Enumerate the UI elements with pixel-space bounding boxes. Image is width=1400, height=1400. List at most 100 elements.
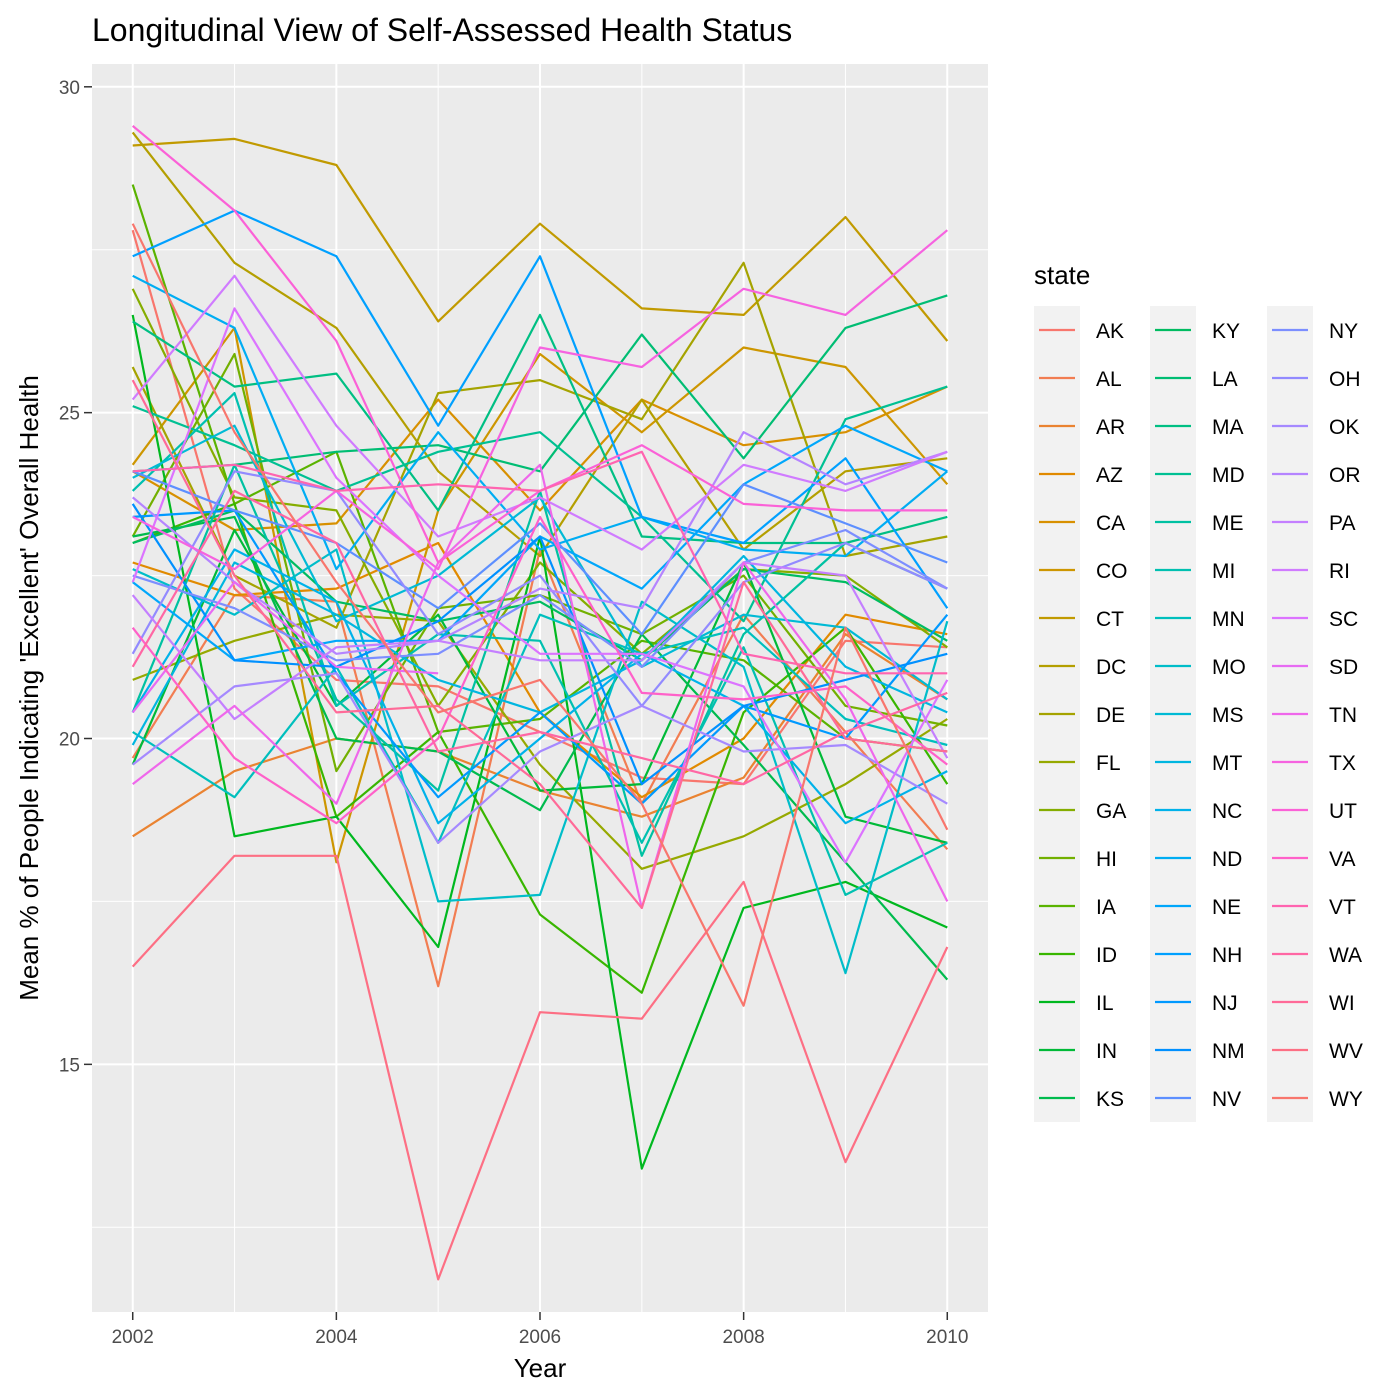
series-line-va [131, 515, 948, 825]
legend-label-tn: TN [1329, 704, 1357, 727]
legend-label-wa: WA [1329, 944, 1362, 967]
y-tick-label: 30 [59, 78, 80, 99]
series-line-mi [131, 392, 948, 896]
legend-title: state [1034, 260, 1090, 290]
series-line-sd [131, 581, 439, 714]
legend-label-ma: MA [1212, 416, 1244, 439]
legend-label-pa: PA [1329, 512, 1355, 535]
series-line-dc [131, 131, 948, 558]
legend-label-va: VA [1329, 848, 1355, 871]
legend-label-sd: SD [1329, 656, 1358, 679]
x-axis: 2002 2004 2006 2008 2010 [112, 1312, 968, 1348]
legend: state AK AL AR AZ CA CO CT DC DE FL GA HI IA ID IL IN KS… [1034, 260, 1363, 1122]
series-line-nj [132, 509, 949, 805]
series-line-ia [131, 184, 948, 753]
series-line-nm [131, 503, 948, 786]
legend-label-nh: NH [1212, 944, 1242, 967]
legend-label-mi: MI [1212, 560, 1235, 583]
x-tick-label: 2006 [519, 1327, 561, 1348]
legend-label-tx: TX [1329, 752, 1356, 775]
chart-title: Longitudinal View of Self-Assessed Healt… [92, 12, 792, 48]
legend-label-ak: AK [1096, 320, 1124, 343]
legend-label-ok: OK [1329, 416, 1359, 439]
legend-label-de: DE [1096, 704, 1125, 727]
legend-label-nd: ND [1212, 848, 1242, 871]
legend-label-ky: KY [1212, 320, 1240, 343]
legend-label-mt: MT [1212, 752, 1242, 775]
series-line-nh [132, 209, 949, 609]
legend-label-id: ID [1096, 944, 1117, 967]
series-line-ks [132, 515, 949, 981]
legend-label-ny: NY [1329, 320, 1358, 343]
legend-label-nc: NC [1212, 800, 1242, 823]
legend-label-ca: CA [1096, 512, 1125, 535]
series-line-id [132, 502, 949, 994]
series-line-ok [132, 672, 948, 844]
legend-label-in: IN [1096, 1040, 1117, 1063]
x-tick-label: 2010 [926, 1327, 968, 1348]
legend-label-wv: WV [1329, 1040, 1363, 1063]
legend-label-vt: VT [1329, 896, 1356, 919]
series-line-ny [132, 528, 948, 668]
legend-label-ms: MS [1212, 704, 1244, 727]
legend-label-ar: AR [1096, 416, 1125, 439]
series-line-vt [132, 450, 948, 675]
legend-label-ks: KS [1096, 1088, 1124, 1111]
series-line-ma [132, 313, 948, 545]
series-line-mo [132, 548, 949, 975]
series-line-wv [131, 854, 949, 1281]
legend-label-sc: SC [1329, 608, 1358, 631]
series-line-sc [131, 307, 949, 864]
legend-label-hi: HI [1096, 848, 1117, 871]
legend-label-fl: FL [1096, 752, 1121, 775]
legend-label-ga: GA [1096, 800, 1126, 823]
series-lines [131, 125, 949, 1281]
y-tick-label: 25 [59, 404, 80, 425]
y-tick-label: 15 [59, 1055, 80, 1076]
y-axis: 15 20 25 30 [59, 78, 92, 1076]
y-axis-title: Mean % of People Indicating 'Excellent' … [14, 375, 44, 1001]
series-line-ca [132, 385, 948, 532]
series-line-ri [131, 274, 948, 551]
series-line-pa [131, 561, 949, 759]
series-line-tn [132, 463, 949, 909]
legend-label-az: AZ [1096, 464, 1123, 487]
legend-label-nv: NV [1212, 1088, 1241, 1111]
series-line-nv [132, 470, 948, 636]
series-line-nc [131, 548, 948, 825]
legend-label-al: AL [1096, 368, 1122, 391]
legend-label-wy: WY [1329, 1088, 1363, 1111]
series-line-ct [132, 137, 949, 342]
legend-label-ct: CT [1096, 608, 1124, 631]
y-tick-label: 20 [59, 730, 80, 751]
x-tick-label: 2002 [112, 1327, 154, 1348]
legend-label-wi: WI [1329, 992, 1355, 1015]
series-line-wy [131, 223, 949, 1007]
x-axis-title: Year [514, 1353, 567, 1383]
legend-label-nm: NM [1212, 1040, 1245, 1063]
legend-label-nj: NJ [1212, 992, 1238, 1015]
legend-label-ne: NE [1212, 896, 1241, 919]
series-line-wi [131, 379, 948, 909]
legend-label-ia: IA [1096, 896, 1116, 919]
legend-label-la: LA [1212, 368, 1238, 391]
legend-label-or: OR [1329, 464, 1361, 487]
legend-label-dc: DC [1096, 656, 1126, 679]
legend-label-md: MD [1212, 464, 1245, 487]
series-line-tx [132, 229, 949, 571]
legend-label-oh: OH [1329, 368, 1361, 391]
legend-label-co: CO [1096, 560, 1128, 583]
series-line-co [131, 326, 949, 864]
legend-label-ut: UT [1329, 800, 1357, 823]
series-line-or [131, 431, 948, 655]
series-line-oh [131, 470, 948, 707]
legend-label-ri: RI [1329, 560, 1350, 583]
x-tick-label: 2004 [315, 1327, 358, 1348]
legend-label-me: ME [1212, 512, 1244, 535]
legend-label-mn: MN [1212, 608, 1245, 631]
x-tick-label: 2008 [722, 1327, 764, 1348]
legend-label-il: IL [1096, 992, 1114, 1015]
legend-label-mo: MO [1212, 656, 1246, 679]
series-line-nd [132, 274, 949, 571]
